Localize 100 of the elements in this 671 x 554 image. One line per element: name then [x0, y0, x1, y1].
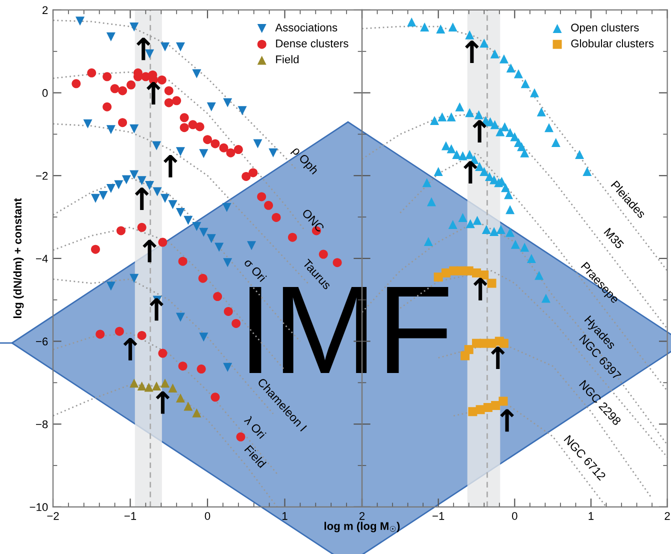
annotation: ↑ [490, 346, 505, 370]
y-tick-label: −6 [36, 338, 48, 346]
point [114, 326, 124, 336]
point [232, 318, 241, 328]
point [199, 332, 208, 342]
point [118, 86, 128, 96]
y-tick-label: −2 [36, 172, 48, 180]
point [203, 135, 212, 144]
point [90, 244, 100, 254]
point [106, 282, 116, 291]
point [158, 348, 168, 358]
point [102, 102, 112, 112]
point [199, 228, 208, 237]
point [87, 68, 96, 78]
annotation: ↑ [500, 409, 514, 432]
point [96, 330, 105, 339]
annotation: IMF [250, 287, 448, 374]
point [176, 147, 185, 156]
point [114, 180, 124, 190]
point [247, 241, 256, 250]
point [192, 408, 202, 418]
point [178, 256, 188, 266]
point [192, 69, 202, 78]
x-tick-label: 0 [204, 512, 210, 520]
y-tick-label: 0 [42, 89, 48, 97]
point [137, 176, 146, 186]
point [106, 184, 116, 193]
point [257, 192, 266, 202]
point [206, 102, 216, 112]
y-tick-label: −4 [36, 254, 48, 262]
point [130, 124, 139, 134]
point [102, 72, 112, 82]
point [195, 122, 204, 132]
point [464, 345, 474, 354]
legend-label: Open clusters [571, 23, 639, 34]
point [176, 312, 185, 322]
point [176, 393, 185, 402]
point [98, 190, 108, 200]
point [210, 392, 220, 402]
annotation: ↑ [465, 40, 479, 64]
point [288, 232, 297, 242]
point [192, 222, 202, 232]
point [130, 378, 139, 388]
point [223, 98, 232, 108]
annotation: ↑ [136, 38, 150, 60]
legend-label: Field [276, 55, 299, 64]
point [219, 143, 228, 152]
point [168, 384, 178, 393]
point [106, 32, 116, 42]
point [264, 200, 274, 210]
point [122, 175, 131, 184]
x-tick-label: 0 [512, 512, 518, 520]
point [491, 400, 500, 410]
annotation: ↑ [142, 240, 156, 262]
point [223, 362, 232, 372]
annotation: ↑ [472, 120, 486, 143]
point [242, 172, 251, 181]
point [214, 242, 224, 252]
point [184, 402, 193, 411]
point [160, 194, 170, 203]
point [118, 118, 128, 128]
point [164, 86, 174, 96]
point [178, 362, 188, 371]
point [83, 119, 92, 128]
x-axis-title: log m (log M$_{☉}$) [324, 522, 400, 532]
point [248, 168, 258, 178]
annotation: ↑ [134, 188, 149, 210]
point [206, 234, 216, 244]
point [268, 148, 278, 158]
point [223, 258, 232, 268]
annotation: ↑ [164, 154, 178, 178]
point [152, 381, 162, 390]
point [224, 306, 233, 316]
point [176, 42, 185, 52]
point [76, 16, 85, 26]
point [160, 42, 170, 52]
y-axis-title: log (dN/dm) + constant [13, 198, 24, 318]
x-tick-label: −1 [432, 512, 444, 520]
point [110, 84, 120, 94]
point [236, 432, 246, 442]
x-tick-label: 1 [588, 512, 594, 520]
point [468, 407, 478, 416]
y-tick-label: 2 [42, 6, 48, 14]
point [152, 187, 162, 196]
point [160, 378, 170, 388]
point [144, 382, 154, 392]
annotation: ρ Oph [290, 146, 320, 176]
point [137, 222, 146, 232]
point [272, 212, 281, 222]
annotation: ↑ [146, 82, 160, 104]
point [434, 272, 443, 282]
point [152, 141, 162, 150]
point [487, 278, 496, 288]
x-tick-label: −1 [124, 512, 136, 520]
legend-label: Dense clusters [276, 39, 348, 48]
point [106, 125, 116, 134]
point [499, 338, 508, 348]
y-tick-label: −10 [30, 503, 48, 512]
point [226, 148, 236, 158]
point [172, 96, 182, 106]
